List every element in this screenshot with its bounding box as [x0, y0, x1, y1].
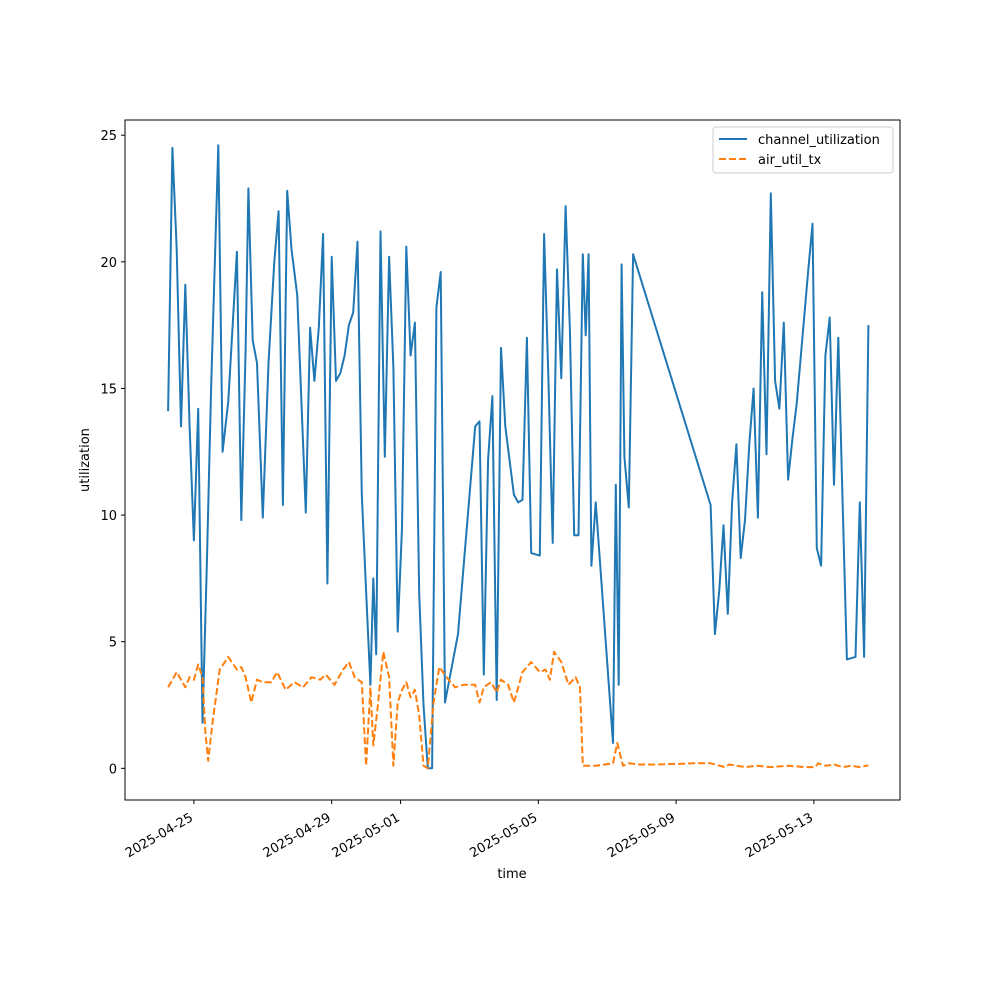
- series-line-channel-utilization: [167, 144, 870, 770]
- legend: channel_utilization air_util_tx: [712, 126, 894, 174]
- series-layer: [167, 144, 870, 770]
- y-axis-label: utilization: [78, 428, 93, 492]
- plot-frame: [124, 119, 901, 801]
- y-tick-label: 5: [109, 636, 117, 651]
- y-tick-label: 10: [100, 509, 117, 524]
- y-tick-label: 25: [100, 129, 117, 144]
- legend-label-air-util-tx: air_util_tx: [758, 153, 822, 168]
- y-axis: 0 5 10 15 20 25: [100, 129, 125, 777]
- x-axis-label: time: [497, 867, 526, 882]
- y-tick-label: 20: [100, 256, 117, 271]
- y-tick-label: 15: [100, 382, 117, 397]
- y-tick-label: 0: [109, 762, 117, 777]
- legend-box: [712, 126, 894, 174]
- series-line-air-util-tx: [167, 650, 869, 770]
- legend-label-channel-utilization: channel_utilization: [758, 133, 880, 148]
